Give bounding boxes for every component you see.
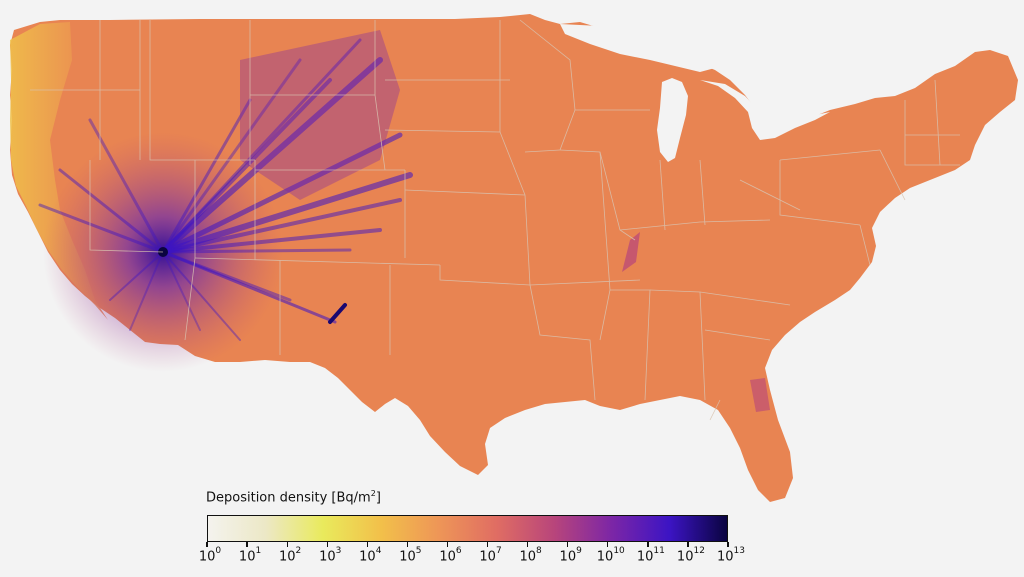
colorbar-tick-mark bbox=[687, 542, 689, 547]
colorbar-tick-label: 101 bbox=[238, 546, 262, 565]
colorbar-tick-label: 107 bbox=[479, 546, 502, 565]
colorbar-tick-label: 1010 bbox=[596, 546, 625, 565]
colorbar-tick-mark bbox=[206, 542, 208, 547]
colorbar-tick-mark bbox=[527, 542, 529, 547]
colorbar-tick-label: 1012 bbox=[676, 546, 705, 565]
colorbar-tick-label: 1013 bbox=[717, 546, 745, 565]
mississippi-hotspot bbox=[622, 232, 640, 272]
colorbar-tick-label: 100 bbox=[198, 546, 222, 565]
northern-plume-band bbox=[240, 30, 400, 200]
secondary-hotspot bbox=[328, 303, 347, 324]
state-borders bbox=[30, 19, 960, 421]
lake-huron-erie bbox=[700, 80, 830, 140]
colorbar-tick-label: 105 bbox=[399, 546, 422, 565]
colorbar-tick-label: 102 bbox=[279, 546, 302, 565]
colorbar-tick-mark bbox=[366, 542, 368, 547]
lake-superior bbox=[560, 24, 715, 72]
colorbar-tick-label: 103 bbox=[319, 546, 342, 565]
colorbar-title: Deposition density [Bq/m2] bbox=[206, 489, 381, 506]
colorbar-tick-mark bbox=[406, 542, 409, 547]
colorbar-tick-mark bbox=[486, 542, 489, 547]
colorbar-tick-mark bbox=[246, 542, 248, 547]
colorbar-tick-label: 1011 bbox=[636, 546, 665, 565]
colorbar-gradient bbox=[207, 515, 728, 542]
colorbar-tick-mark bbox=[326, 542, 328, 547]
colorbar-tick-mark bbox=[727, 542, 729, 547]
colorbar-tick-mark bbox=[567, 542, 569, 547]
colorbar-tick-mark bbox=[286, 542, 288, 547]
colorbar-tick-label: 108 bbox=[519, 546, 542, 565]
colorbar-tick-mark bbox=[647, 542, 649, 547]
plume-rays bbox=[38, 38, 413, 341]
florida-hotspot bbox=[750, 378, 770, 412]
west-coast-band bbox=[10, 22, 108, 320]
colorbar-tick-mark bbox=[607, 542, 609, 547]
lake-michigan bbox=[657, 78, 688, 162]
colorbar-tick-label: 106 bbox=[439, 546, 462, 565]
colorbar-tick-label: 109 bbox=[559, 546, 582, 565]
colorbar-tick-mark bbox=[446, 542, 449, 547]
colorbar-tick-label: 104 bbox=[359, 546, 382, 565]
